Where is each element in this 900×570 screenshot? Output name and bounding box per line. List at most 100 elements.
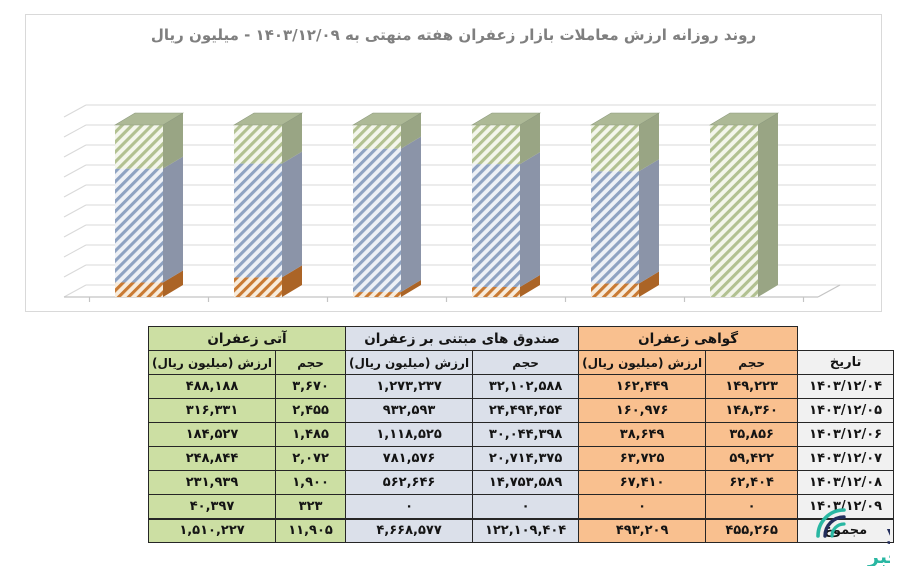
value-cell: ۳۲,۱۰۲,۵۸۸ bbox=[472, 374, 580, 399]
kalakhabar-logo: کالا خبر bbox=[816, 508, 890, 566]
value-cell: ۳۵,۸۵۶ bbox=[705, 422, 799, 447]
bar-3-segment-funds bbox=[472, 164, 520, 287]
bar-0-segment-futures bbox=[115, 125, 163, 169]
value-cell: ۶۲,۴۰۴ bbox=[705, 470, 799, 495]
bar-1 bbox=[232, 112, 304, 297]
bar-5-top-face bbox=[708, 112, 780, 126]
value-cell: ۱,۱۱۸,۵۲۵ bbox=[345, 422, 474, 447]
value-cell: ۲۴,۴۹۴,۴۵۴ bbox=[472, 398, 580, 423]
value-cell: ۳۸,۶۴۹ bbox=[578, 422, 707, 447]
bar-1-segment-cert bbox=[234, 277, 282, 297]
value-cell: ۴۹۳,۲۰۹ bbox=[578, 517, 707, 543]
axis-lines bbox=[64, 284, 841, 302]
empty-corner-cell bbox=[797, 326, 894, 351]
value-cell: ۳,۶۷۰ bbox=[275, 374, 347, 399]
date-cell: ۱۴۰۳/۱۲/۰۷ bbox=[797, 446, 895, 471]
total-row: مجموع ۴۵۵,۲۶۵ ۴۹۳,۲۰۹ ۱۲۲,۱۰۹,۴۰۴ ۴,۶۶۸,۵۷۷ ۱… bbox=[147, 517, 895, 543]
group-header-funds: صندوق های مبتنی بر زعفران bbox=[345, 326, 580, 351]
col-header-date: تاریخ bbox=[797, 350, 895, 375]
value-cell: ۱۴۸,۳۶۰ bbox=[705, 398, 799, 423]
group-header-row: گواهی زعفران صندوق های مبتنی بر زعفران آ… bbox=[147, 326, 894, 351]
bar-5-side-futures bbox=[758, 113, 778, 297]
bar-4-segment-funds bbox=[591, 171, 639, 284]
bar-2-segment-cert bbox=[353, 292, 401, 297]
bar-4 bbox=[589, 112, 661, 297]
bar-4-side-cert bbox=[639, 271, 659, 297]
bar-2-top-face bbox=[351, 112, 423, 126]
col-header-futures-volume: حجم bbox=[275, 350, 347, 375]
value-cell: ۴۰,۳۹۷ bbox=[147, 494, 277, 519]
stacked-bar-chart: ۱۴۰۳/۱۲/۰۴ ۱۴۰۳/۱۲/۰۵ ۱۴۰۳/۱۲/۰۶ ۱۴۰۳/۱۲/۰۷… bbox=[63, 104, 876, 311]
value-cell: ۲۰,۷۱۴,۳۷۵ bbox=[472, 446, 580, 471]
col-header-funds-value: ارزش (میلیون ریال) bbox=[345, 350, 474, 375]
value-cell: ۹۳۲,۵۹۳ bbox=[345, 398, 474, 423]
bar-0-top-face bbox=[113, 112, 185, 126]
value-cell: ۱۱,۹۰۵ bbox=[275, 517, 347, 543]
value-cell: ۴,۶۶۸,۵۷۷ bbox=[345, 517, 474, 543]
logo-wave-middle-icon bbox=[823, 515, 846, 538]
value-cell: ۴۸۸,۱۸۸ bbox=[147, 374, 277, 399]
value-cell: ۳۱۶,۳۳۱ bbox=[147, 398, 277, 423]
value-cell: ۰ bbox=[705, 494, 799, 519]
bar-0-side-funds bbox=[163, 156, 183, 283]
market-data-table: گواهی زعفران صندوق های مبتنی بر زعفران آ… bbox=[147, 326, 895, 543]
value-cell: ۱۴۹,۲۲۳ bbox=[705, 374, 799, 399]
value-cell: ۱,۴۸۵ bbox=[275, 422, 347, 447]
bar-0-side-futures bbox=[163, 113, 183, 169]
group-header-futures: آتی زعفران bbox=[147, 326, 347, 351]
bar-0 bbox=[113, 112, 185, 297]
col-header-cert-value: ارزش (میلیون ریال) bbox=[578, 350, 707, 375]
value-cell: ۳۲۳ bbox=[275, 494, 347, 519]
value-cell: ۱,۲۷۳,۲۳۷ bbox=[345, 374, 474, 399]
value-cell: ۱۴,۷۵۳,۵۸۹ bbox=[472, 470, 580, 495]
bar-3-segment-cert bbox=[472, 286, 520, 297]
chart-card: روند روزانه ارزش معاملات بازار زعفران هف… bbox=[25, 14, 882, 312]
bar-3-side-futures bbox=[520, 113, 540, 165]
bar-4-segment-futures bbox=[591, 125, 639, 172]
x-axis-label-4: ۱۴۰۳/۱۲/۰۸ bbox=[594, 309, 656, 311]
col-header-futures-value: ارزش (میلیون ریال) bbox=[147, 350, 277, 375]
date-cell: ۱۴۰۳/۱۲/۰۴ bbox=[797, 374, 895, 399]
bar-5-segment-futures bbox=[710, 125, 758, 297]
x-axis-label-1: ۱۴۰۳/۱۲/۰۵ bbox=[237, 309, 299, 311]
logo-text-kala: کالا bbox=[886, 525, 890, 550]
bar-1-segment-funds bbox=[234, 163, 282, 278]
x-axis-label-5: ۱۴۰۳/۱۲/۰۹ bbox=[713, 309, 775, 311]
bar-3-segment-futures bbox=[472, 125, 520, 165]
value-cell: ۱۶۲,۴۴۹ bbox=[578, 374, 707, 399]
value-cell: ۰ bbox=[578, 494, 707, 519]
date-cell: ۱۴۰۳/۱۲/۰۵ bbox=[797, 398, 895, 423]
value-cell: ۱۸۴,۵۲۷ bbox=[147, 422, 277, 447]
bar-0-segment-funds bbox=[115, 168, 163, 283]
group-header-certificate: گواهی زعفران bbox=[578, 326, 799, 351]
bar-2-side-cert bbox=[401, 280, 421, 297]
chart-title: روند روزانه ارزش معاملات بازار زعفران هف… bbox=[150, 26, 757, 44]
bar-2-segment-futures bbox=[353, 125, 401, 149]
value-cell: ۱,۵۱۰,۲۲۷ bbox=[147, 517, 277, 543]
column-header-row: تاریخ حجم ارزش (میلیون ریال) حجم ارزش (م… bbox=[147, 350, 895, 375]
value-cell: ۵۹,۴۲۲ bbox=[705, 446, 799, 471]
bar-0-side-cert bbox=[163, 270, 183, 297]
value-cell: ۰ bbox=[345, 494, 474, 519]
value-cell: ۵۶۲,۶۴۶ bbox=[345, 470, 474, 495]
bar-3 bbox=[470, 112, 542, 297]
bar-5 bbox=[708, 112, 780, 297]
bar-3-side-cert bbox=[520, 274, 540, 297]
bar-3-top-face bbox=[470, 112, 542, 126]
logo-wave-outer-icon bbox=[816, 508, 846, 538]
value-cell: ۱,۹۰۰ bbox=[275, 470, 347, 495]
bar-4-side-futures bbox=[639, 113, 659, 172]
value-cell: ۱۶۰,۹۷۶ bbox=[578, 398, 707, 423]
table-row-4: ۱۴۰۳/۱۲/۰۸ ۶۲,۴۰۴ ۶۷,۴۱۰ ۱۴,۷۵۳,۵۸۹ ۵۶۲,۶۴۶ ۱… bbox=[147, 470, 895, 495]
bar-2-side-futures bbox=[401, 113, 421, 149]
table-row-0: ۱۴۰۳/۱۲/۰۴ ۱۴۹,۲۲۳ ۱۶۲,۴۴۹ ۳۲,۱۰۲,۵۸۸ ۱,۲۷۳,… bbox=[147, 374, 895, 399]
value-cell: ۶۳,۷۲۵ bbox=[578, 446, 707, 471]
table-row-3: ۱۴۰۳/۱۲/۰۷ ۵۹,۴۲۲ ۶۳,۷۲۵ ۲۰,۷۱۴,۳۷۵ ۷۸۱,۵۷۶ ۲… bbox=[147, 446, 895, 471]
bar-2 bbox=[351, 112, 423, 297]
bar-1-segment-futures bbox=[234, 125, 282, 164]
bar-0-segment-cert bbox=[115, 282, 163, 297]
value-cell: ۷۸۱,۵۷۶ bbox=[345, 446, 474, 471]
x-axis-label-2: ۱۴۰۳/۱۲/۰۶ bbox=[356, 309, 418, 311]
bar-1-top-face bbox=[232, 112, 304, 126]
